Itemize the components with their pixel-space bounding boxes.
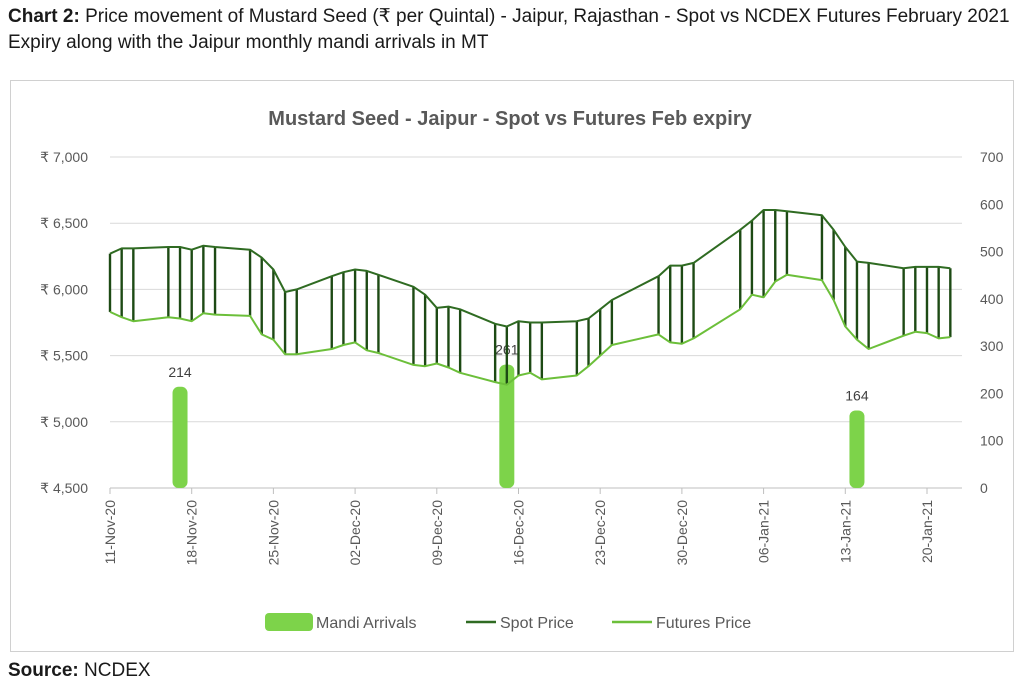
x-tick-label: 06-Jan-21 [756,500,772,563]
source-label: Source: [8,660,79,681]
y-left-tick-label: ₹ 6,500 [40,215,88,231]
y-right-tick-label: 100 [980,433,1004,449]
x-tick-label: 25-Nov-20 [265,500,281,566]
caption-label: Chart 2: [8,6,80,27]
y-right-tick-label: 500 [980,244,1004,260]
bar-mandi-arrivals [172,386,188,488]
y-right-tick-label: 700 [980,149,1004,165]
legend-label: Futures Price [656,615,751,632]
chart-caption: Chart 2: Price movement of Mustard Seed … [8,4,1018,56]
legend-label: Mandi Arrivals [316,615,416,632]
y-left-tick-label: ₹ 6,000 [40,281,88,297]
chart-title: Mustard Seed - Jaipur - Spot vs Futures … [268,108,752,130]
legend-swatch-mandi-arrivals [265,613,313,631]
x-tick-label: 30-Dec-20 [674,500,690,566]
y-right-tick-label: 400 [980,291,1004,307]
y-left-tick-label: ₹ 4,500 [40,480,88,496]
chart: Mustard Seed - Jaipur - Spot vs Futures … [40,108,1004,632]
y-left-tick-label: ₹ 5,000 [40,414,88,430]
bar-mandi-arrivals [499,364,515,488]
series-line-futures-price [109,273,951,386]
x-tick-label: 09-Dec-20 [429,500,445,566]
y-right-tick-label: 0 [980,480,988,496]
source-text: NCDEX [84,660,151,681]
legend-label: Spot Price [500,615,574,632]
y-right-tick-label: 600 [980,196,1004,212]
x-tick-label: 16-Dec-20 [510,500,526,566]
x-tick-label: 11-Nov-20 [102,500,118,565]
x-tick-label: 02-Dec-20 [347,500,363,566]
y-right-tick-label: 200 [980,385,1004,401]
y-left-tick-label: ₹ 5,500 [40,348,88,364]
y-right-tick-label: 300 [980,338,1004,354]
series-line-spot-price [109,209,951,328]
bar-mandi-arrivals [849,410,865,488]
y-left-tick-label: ₹ 7,000 [40,149,88,165]
bar-data-label: 164 [845,387,869,403]
caption-text: Price movement of Mustard Seed (₹ per Qu… [8,6,1010,53]
x-tick-label: 13-Jan-21 [837,500,853,563]
source-note: Source: NCDEX [8,660,151,682]
x-tick-label: 20-Jan-21 [919,500,935,563]
x-tick-label: 23-Dec-20 [592,500,608,566]
bar-data-label: 214 [168,364,192,380]
x-tick-label: 18-Nov-20 [184,500,200,566]
